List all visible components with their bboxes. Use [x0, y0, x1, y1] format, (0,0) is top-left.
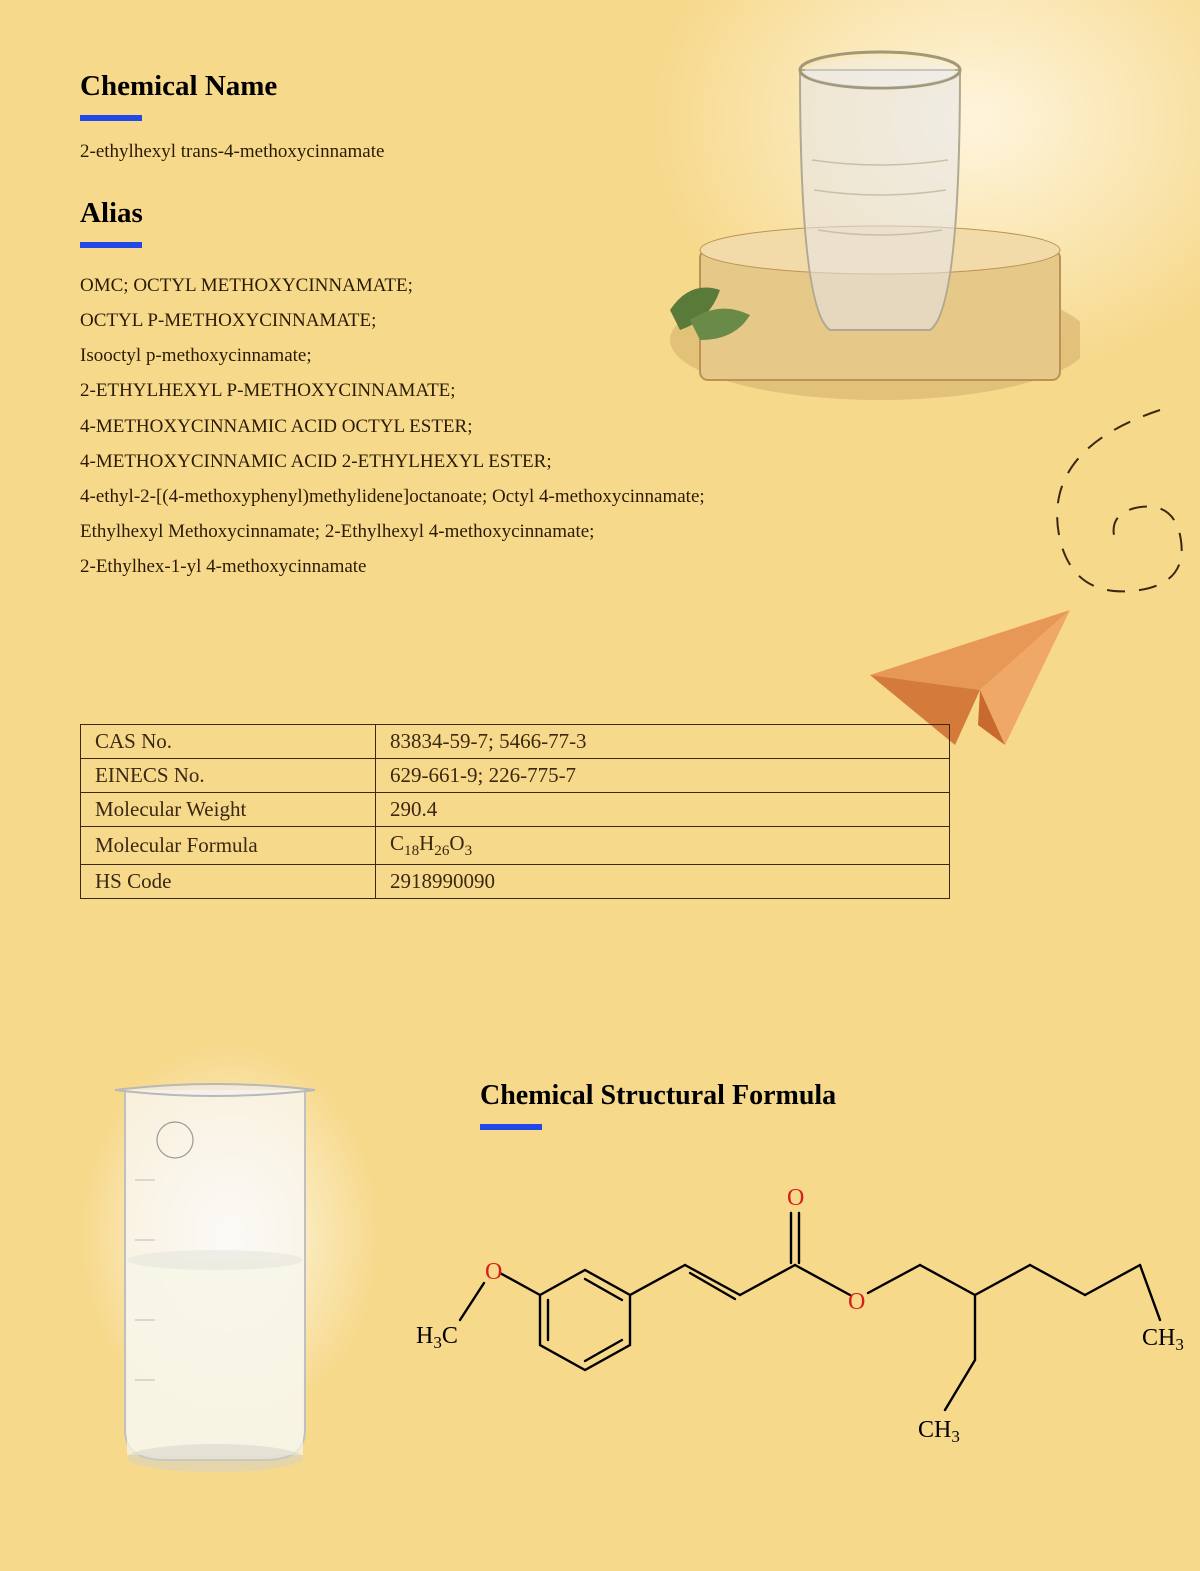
- structural-heading: Chemical Structural Formula: [480, 1080, 836, 1112]
- prop-value: 83834-59-7; 5466-77-3: [376, 725, 950, 759]
- beaker-image: [85, 1060, 345, 1480]
- table-row: Molecular Formula C18H26O3: [81, 827, 950, 865]
- alias-line: 4-ethyl-2-[(4-methoxyphenyl)methylidene]…: [80, 479, 1120, 514]
- alias-line: Isooctyl p-methoxycinnamate;: [80, 338, 1120, 373]
- prop-value: 2918990090: [376, 865, 950, 899]
- prop-label: CAS No.: [81, 725, 376, 759]
- underline-accent: [80, 115, 142, 121]
- alias-line: 4-METHOXYCINNAMIC ACID OCTYL ESTER;: [80, 409, 1120, 444]
- chemical-name-value: 2-ethylhexyl trans-4-methoxycinnamate: [80, 141, 1120, 163]
- underline-accent: [80, 242, 142, 248]
- prop-value: 290.4: [376, 793, 950, 827]
- atom-h3c: H3C: [416, 1323, 458, 1352]
- atom-o: O: [848, 1289, 865, 1315]
- alias-list: OMC; OCTYL METHOXYCINNAMATE; OCTYL P-MET…: [80, 268, 1120, 584]
- alias-line: 2-ETHYLHEXYL P-METHOXYCINNAMATE;: [80, 373, 1120, 408]
- table-row: EINECS No. 629-661-9; 226-775-7: [81, 759, 950, 793]
- prop-value: C18H26O3: [376, 827, 950, 865]
- alias-line: 2-Ethylhex-1-yl 4-methoxycinnamate: [80, 549, 1120, 584]
- alias-heading: Alias: [80, 197, 1120, 230]
- prop-label: Molecular Weight: [81, 793, 376, 827]
- atom-o: O: [787, 1185, 804, 1211]
- structural-formula-diagram: O H3C O O CH3 CH3: [390, 1165, 1190, 1545]
- alias-line: OMC; OCTYL METHOXYCINNAMATE;: [80, 268, 1120, 303]
- prop-label: EINECS No.: [81, 759, 376, 793]
- atom-ch3: CH3: [1142, 1325, 1184, 1354]
- alias-line: Ethylhexyl Methoxycinnamate; 2-Ethylhexy…: [80, 514, 1120, 549]
- atom-ch3: CH3: [918, 1417, 960, 1446]
- prop-value: 629-661-9; 226-775-7: [376, 759, 950, 793]
- table-row: HS Code 2918990090: [81, 865, 950, 899]
- chemical-name-heading: Chemical Name: [80, 70, 1120, 103]
- atom-o: O: [485, 1259, 502, 1285]
- table-row: CAS No. 83834-59-7; 5466-77-3: [81, 725, 950, 759]
- alias-line: 4-METHOXYCINNAMIC ACID 2-ETHYLHEXYL ESTE…: [80, 444, 1120, 479]
- alias-line: OCTYL P-METHOXYCINNAMATE;: [80, 303, 1120, 338]
- table-row: Molecular Weight 290.4: [81, 793, 950, 827]
- prop-label: Molecular Formula: [81, 827, 376, 865]
- properties-table: CAS No. 83834-59-7; 5466-77-3 EINECS No.…: [80, 724, 950, 899]
- underline-accent: [480, 1124, 542, 1130]
- prop-label: HS Code: [81, 865, 376, 899]
